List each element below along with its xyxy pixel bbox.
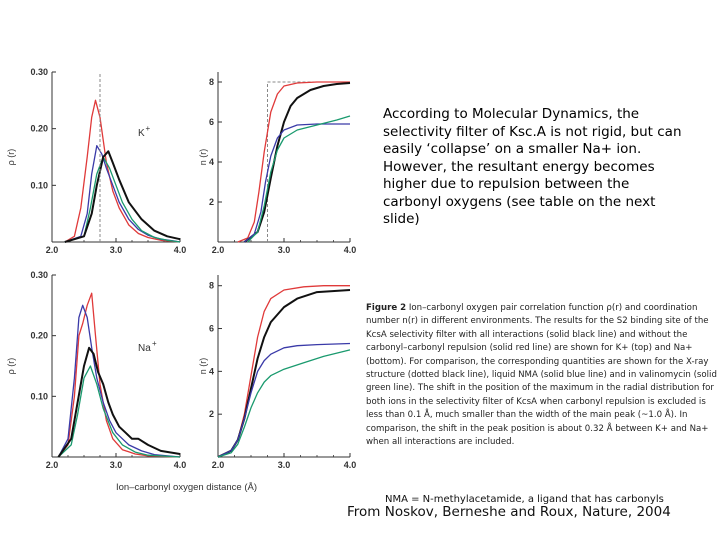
x-tick-label: 3.0	[110, 460, 123, 470]
series-line	[217, 285, 350, 458]
y-tick-label: 0.20	[30, 331, 48, 341]
description-text: According to Molecular Dynamics, the sel…	[383, 106, 682, 227]
panel-n-K: 2.0 3.0 4.0 2 4 6 8 n (r)	[198, 72, 356, 255]
series-line	[64, 150, 181, 243]
x-tick-label: 2.0	[46, 460, 59, 470]
series-line	[243, 123, 350, 243]
y-tick-label: 0.30	[30, 270, 48, 280]
y-tick-label: 2	[209, 409, 214, 419]
y-tick-label: 0.10	[30, 180, 48, 190]
y-axis-label: n (r)	[198, 358, 208, 375]
x-tick-label: 2.0	[46, 245, 59, 255]
y-tick-label: 0.30	[30, 67, 48, 77]
ion-label: Na	[138, 343, 151, 354]
x-axis-label: Ion–carbonyl oxygen distance (Å)	[116, 482, 257, 493]
series-line	[247, 115, 351, 243]
panel-rho-Na: 2.0 3.0 4.0 0.10 0.20 0.30 ρ (r) Na +	[6, 270, 186, 470]
y-axis-label: ρ (r)	[6, 358, 16, 375]
x-tick-label: 2.0	[212, 460, 225, 470]
x-tick-label: 3.0	[110, 245, 123, 255]
panel-rho-K: 2.0 3.0 4.0 0.10 0.20 0.30 ρ (r) K +	[6, 67, 186, 255]
citation: From Noskov, Berneshe and Roux, Nature, …	[347, 504, 671, 520]
y-tick-label: 0.20	[30, 124, 48, 134]
series-line	[217, 289, 351, 458]
x-tick-label: 3.0	[278, 460, 291, 470]
series-line	[57, 292, 181, 458]
ion-label: K	[138, 128, 145, 139]
series-line	[64, 156, 181, 243]
y-tick-label: 2	[209, 197, 214, 207]
x-tick-label: 4.0	[344, 245, 357, 255]
y-axis-label: n (r)	[198, 149, 208, 166]
nma-note: NMA = N-methylacetamide, a ligand that h…	[385, 494, 664, 505]
series-line	[57, 304, 181, 458]
series-line	[237, 81, 350, 243]
x-tick-label: 4.0	[174, 460, 187, 470]
caption-title: Figure 2	[366, 303, 407, 313]
caption-text: Ion–carbonyl oxygen pair correlation fun…	[366, 303, 717, 448]
y-tick-label: 8	[209, 77, 214, 87]
series-line	[267, 81, 350, 242]
x-tick-label: 4.0	[174, 245, 187, 255]
ion-label-sup: +	[146, 124, 151, 133]
x-tick-label: 4.0	[344, 460, 357, 470]
y-tick-label: 6	[209, 117, 214, 127]
panel-n-Na: 2.0 3.0 4.0 2 4 6 8 n (r)	[198, 275, 356, 470]
figure-caption: Figure 2 Ion–carbonyl oxygen pair correl…	[366, 302, 718, 449]
series-line	[57, 365, 181, 458]
series-line	[217, 342, 351, 458]
series-line	[243, 82, 351, 243]
series-line	[217, 349, 351, 458]
x-tick-label: 2.0	[212, 245, 225, 255]
ion-label-sup: +	[152, 339, 157, 348]
x-tick-label: 3.0	[278, 245, 291, 255]
y-tick-label: 4	[209, 157, 214, 167]
y-tick-label: 4	[209, 366, 214, 376]
series-line	[64, 99, 181, 243]
y-tick-label: 8	[209, 281, 214, 291]
y-axis-label: ρ (r)	[6, 149, 16, 166]
y-tick-label: 6	[209, 324, 214, 334]
series-line	[57, 346, 181, 458]
y-tick-label: 0.10	[30, 391, 48, 401]
